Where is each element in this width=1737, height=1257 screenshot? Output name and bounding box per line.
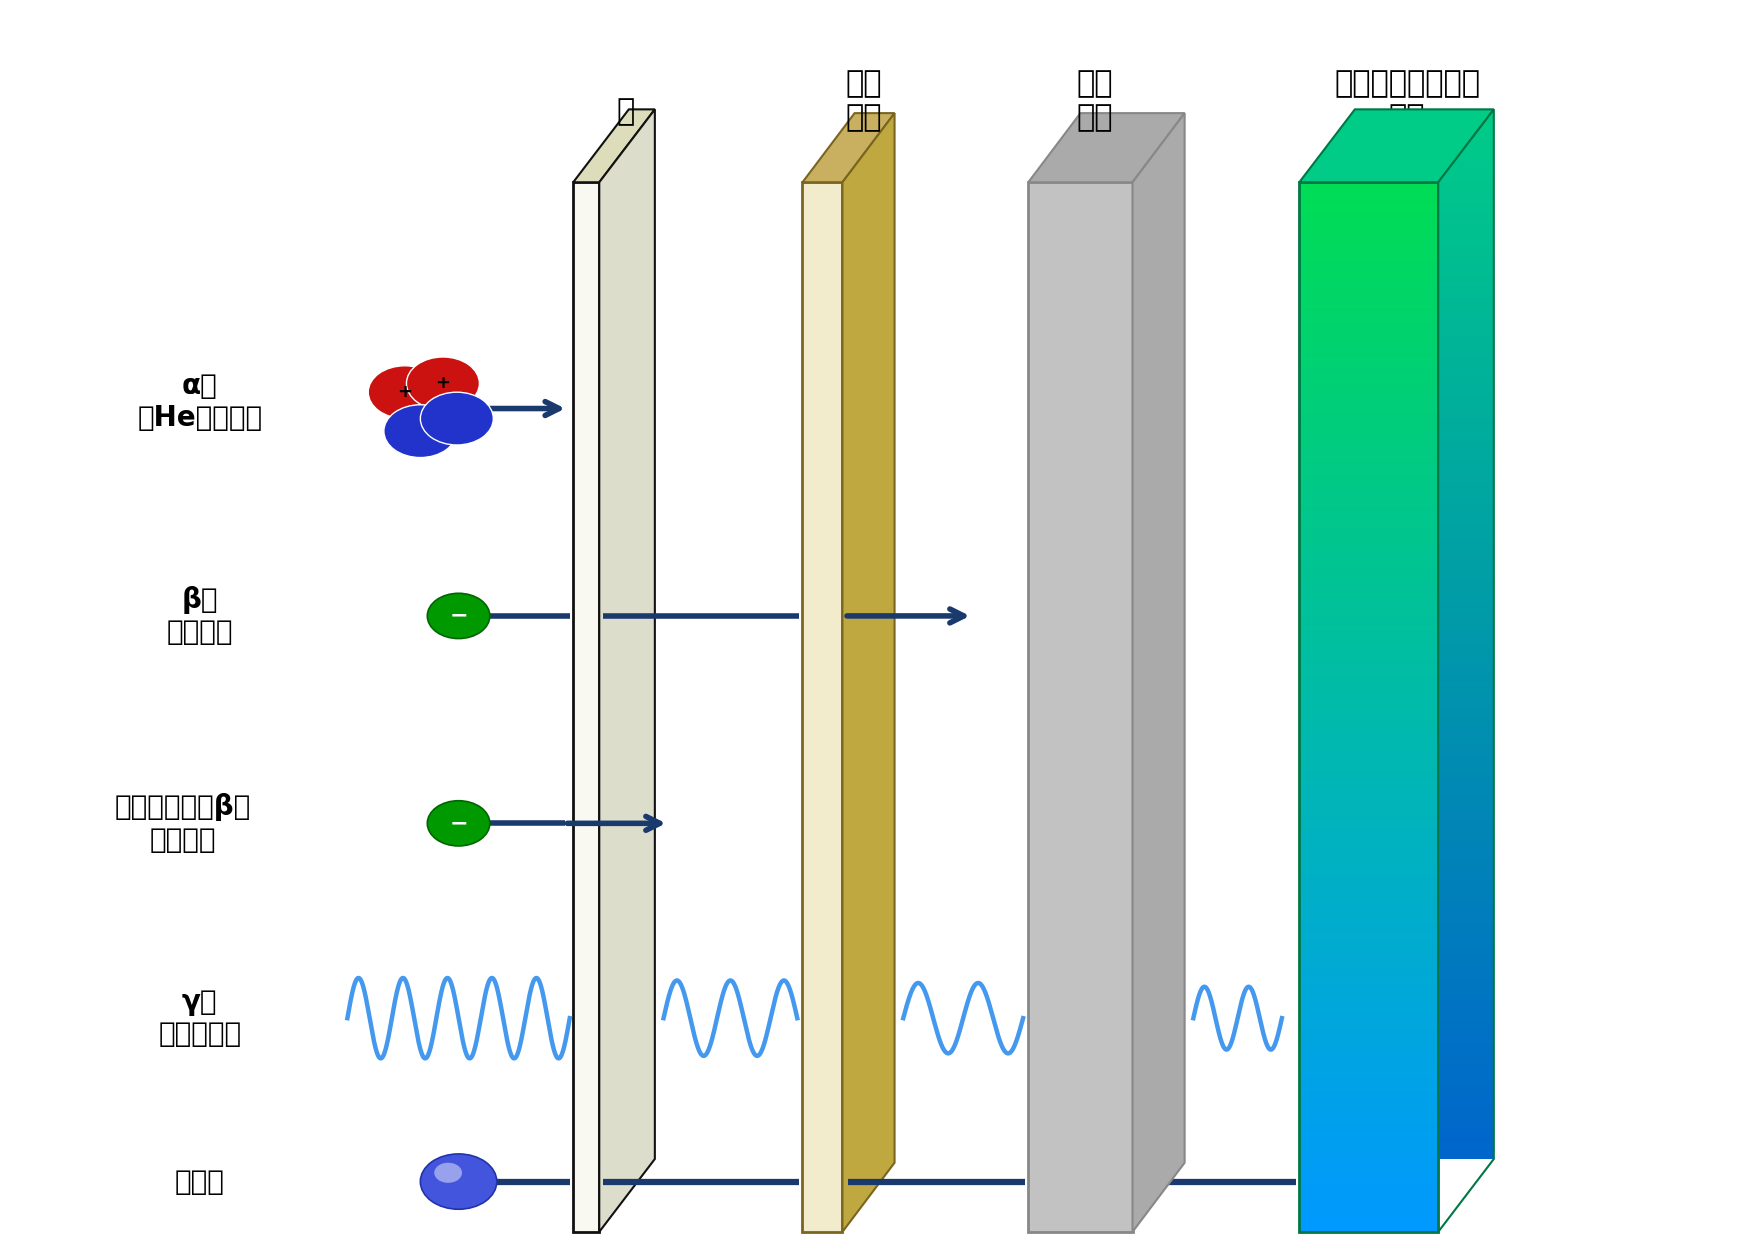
Circle shape [384, 405, 457, 458]
Polygon shape [573, 182, 599, 1232]
Text: 厚い
金属: 厚い 金属 [1075, 69, 1113, 132]
Text: 中性子: 中性子 [175, 1168, 224, 1195]
Text: β線
（電子）: β線 （電子） [167, 586, 233, 646]
Polygon shape [599, 109, 655, 1232]
Text: α線
（He原子核）: α線 （He原子核） [137, 372, 262, 432]
Circle shape [406, 357, 479, 410]
Text: トリチウムのβ線
（電子）: トリチウムのβ線 （電子） [115, 793, 250, 854]
Circle shape [427, 593, 490, 639]
Polygon shape [1299, 182, 1438, 1232]
Text: −: − [450, 813, 467, 833]
Polygon shape [1028, 182, 1133, 1232]
Circle shape [368, 366, 441, 419]
Circle shape [420, 1154, 497, 1209]
Text: 水・コンクリート
など: 水・コンクリート など [1334, 69, 1480, 132]
Polygon shape [802, 113, 895, 182]
Circle shape [420, 392, 493, 445]
Text: 紙: 紙 [617, 97, 634, 126]
Circle shape [434, 1163, 462, 1183]
Polygon shape [573, 109, 655, 182]
Polygon shape [802, 182, 842, 1232]
Text: +: + [398, 383, 412, 401]
Text: −: − [450, 606, 467, 626]
Text: 薄い
金属: 薄い 金属 [844, 69, 882, 132]
Polygon shape [842, 113, 895, 1232]
Polygon shape [1133, 113, 1185, 1232]
Polygon shape [1299, 109, 1494, 182]
Text: +: + [436, 375, 450, 392]
Polygon shape [1028, 113, 1185, 182]
Circle shape [427, 801, 490, 846]
Text: γ線
（電磁波）: γ線 （電磁波） [158, 988, 241, 1048]
